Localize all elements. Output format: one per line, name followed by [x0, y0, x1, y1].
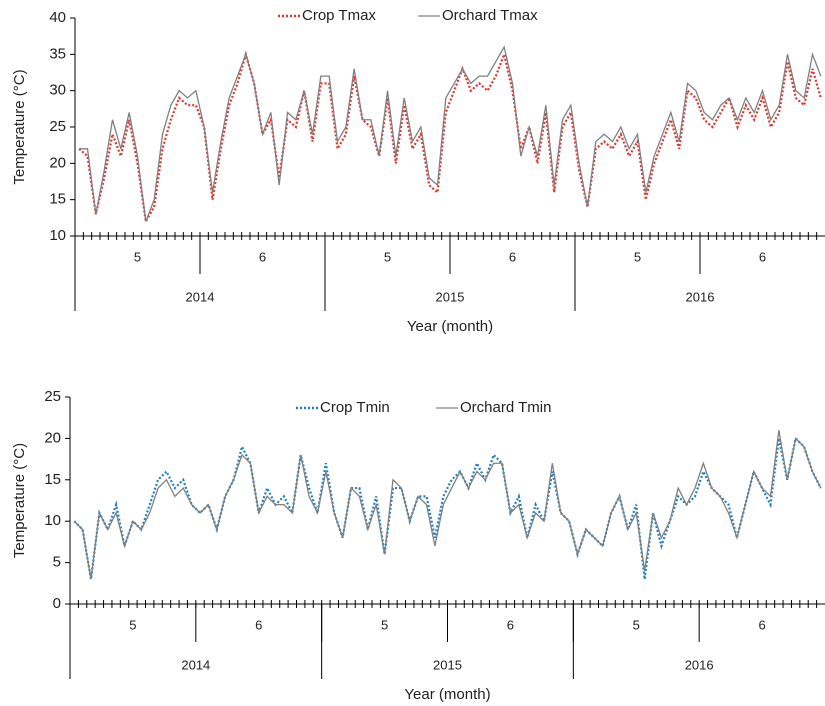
month-label: 6: [509, 249, 516, 264]
month-label: 5: [134, 249, 141, 264]
y-tick-label: 10: [49, 227, 66, 244]
year-label: 2015: [433, 657, 462, 672]
y-tick-label: 30: [49, 82, 66, 99]
series-line: [73, 436, 822, 580]
series-line: [78, 50, 822, 225]
legend-label: Orchard Tmax: [442, 7, 538, 24]
legend-label: Crop Tmax: [302, 7, 376, 24]
month-label: 5: [381, 617, 388, 632]
series-line: [73, 430, 822, 580]
y-tick-label: 40: [49, 9, 66, 26]
month-label: 5: [633, 617, 640, 632]
month-label: 6: [255, 617, 262, 632]
y-axis-title: Temperature (°C): [11, 69, 28, 184]
month-label: 6: [507, 617, 514, 632]
y-axis-title: Temperature (°C): [11, 443, 28, 558]
x-axis-title: Year (month): [404, 686, 490, 703]
series-line: [79, 45, 822, 222]
y-tick-label: 0: [53, 595, 61, 612]
year-label: 2014: [186, 289, 215, 304]
legend-label: Crop Tmin: [320, 399, 390, 416]
y-tick-label: 10: [44, 512, 61, 529]
year-label: 2016: [686, 289, 715, 304]
y-tick-label: 20: [49, 154, 66, 171]
y-tick-label: 25: [49, 118, 66, 135]
month-label: 5: [384, 249, 391, 264]
y-tick-label: 15: [49, 191, 66, 208]
year-label: 2015: [436, 289, 465, 304]
month-label: 6: [259, 249, 266, 264]
year-label: 2016: [685, 657, 714, 672]
y-tick-label: 35: [49, 45, 66, 62]
month-label: 6: [758, 617, 765, 632]
month-label: 5: [129, 617, 136, 632]
month-label: 6: [759, 249, 766, 264]
y-tick-label: 20: [44, 429, 61, 446]
month-label: 5: [634, 249, 641, 264]
y-tick-label: 5: [53, 554, 61, 571]
y-tick-label: 15: [44, 471, 61, 488]
year-label: 2014: [181, 657, 210, 672]
x-axis-title: Year (month): [407, 318, 493, 335]
legend-label: Orchard Tmin: [460, 399, 551, 416]
y-tick-label: 25: [44, 388, 61, 405]
